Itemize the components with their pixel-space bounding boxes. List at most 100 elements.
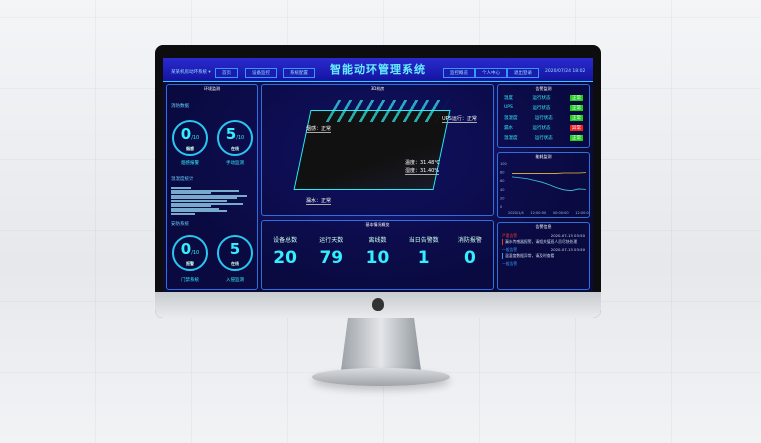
temp-bar	[171, 192, 211, 195]
monitor-base	[312, 368, 450, 386]
server-room-3d	[293, 110, 451, 190]
bar-list	[167, 187, 257, 216]
device-name: 温度	[504, 96, 513, 101]
series-line	[511, 176, 587, 192]
device-state: 运行状态	[532, 126, 551, 131]
temp-bar	[171, 212, 195, 215]
stat-item: 当日告警数 1	[401, 235, 447, 268]
center-3d-panel: 3D机房 烟感：正常 UPS运行：正常 温度：31.48℃ 湿度：31.40% …	[261, 84, 494, 216]
alert-type: 一般告警	[502, 261, 518, 266]
status-badge: 正常	[570, 95, 583, 101]
device-state: 运行状态	[534, 116, 553, 121]
device-state: 运行状态	[532, 96, 551, 101]
stat-label: 消防报警	[457, 237, 482, 244]
status-row: 温湿度 运行状态 正常	[498, 133, 589, 143]
device-name: UPS	[504, 105, 513, 110]
alert-type: 严重告警	[502, 233, 518, 238]
stat-value: 1	[417, 248, 430, 268]
temp-bar	[171, 189, 239, 192]
device-name: 温湿度	[504, 136, 518, 141]
y-tick-label: 40	[500, 188, 504, 192]
ring-online: 5/10 在线	[217, 120, 253, 156]
ring-label: 手动监测	[226, 161, 244, 166]
datetime: 2020/07/24 18:02	[545, 69, 586, 74]
chart-panel: 能耗监测 0 20 40 60 80 100 2020/1/4 12:00:00 00:00:0…	[497, 152, 591, 218]
monitor-stand	[340, 316, 422, 378]
stat-item: 消防报警 0	[447, 235, 493, 268]
alert-item[interactable]: 一般告警	[502, 261, 585, 267]
status-panel: 告警监测 温度 运行状态 正常 UPS 运行状态 正常 温湿度 运行状态 正常 漏水 运行状态 异常温…	[497, 84, 590, 148]
temp-bar	[171, 199, 227, 202]
temp-bar	[171, 207, 219, 210]
section-title: 安防系统	[171, 222, 189, 227]
ring-alarm: 0/10 报警	[172, 235, 208, 271]
device-name: 温湿度	[504, 116, 518, 121]
stat-item: 运行天数 79	[308, 235, 354, 268]
series-line	[512, 172, 587, 174]
stats-panel: 基本情况概览 设备总数 20 运行天数 79 离线数 10 当日告警数 1 消防报警 0	[261, 220, 494, 290]
alert-item[interactable]: 一般告警 2020-07-13 03:50 温湿度数据异常，请及时查看	[502, 247, 585, 259]
dashboard-screen: 某某机房动环系统 ▾ 首页 设备监控 系统配置 智能动环管理系统 监控概览 个人…	[163, 58, 593, 292]
temp-bar	[171, 202, 243, 205]
left-panel: 环境监测 消防数据 0/10 烟感 5/10 在线 烟感报警 手动监测 温湿度统计 …	[166, 84, 258, 290]
alert-time: 2020-07-13 03:50	[550, 233, 585, 238]
ring-label: 烟感报警	[181, 161, 199, 166]
nav-logout[interactable]: 退出登录	[507, 68, 539, 78]
panel-title: 告警监测	[535, 86, 552, 91]
ring-label-access-control: 门禁系统	[181, 278, 199, 283]
alerts-panel: 告警信息 严重告警 2020-07-13 03:50 漏水传感器报警，请相关值班人员…	[497, 222, 590, 290]
temp-bar	[171, 187, 191, 189]
stat-value: 0	[463, 248, 476, 268]
header-bar: 某某机房动环系统 ▾ 首页 设备监控 系统配置 智能动环管理系统 监控概览 个人…	[163, 58, 593, 82]
panel-title: 3D机房	[370, 86, 385, 91]
x-tick-label: 12:00:00	[530, 211, 546, 215]
stat-item: 离线数 10	[354, 235, 400, 268]
section-title: 温湿度统计	[171, 177, 194, 182]
tag-smoke: 烟感：正常	[306, 126, 332, 133]
alert-time: 2020-07-13 03:50	[550, 247, 585, 252]
device-state: 运行状态	[532, 106, 551, 111]
device-state: 运行状态	[534, 136, 553, 141]
nav-config[interactable]: 系统配置	[283, 68, 315, 78]
y-tick-label: 60	[500, 179, 504, 183]
stat-label: 当日告警数	[408, 237, 439, 244]
tag-humidity: 湿度：31.40%	[405, 168, 440, 175]
panel-title: 告警信息	[535, 224, 552, 229]
temp-bar	[171, 197, 237, 200]
stat-label: 运行天数	[319, 237, 344, 244]
x-tick-label: 12:00:00	[575, 211, 589, 215]
site-selector[interactable]: 某某机房动环系统 ▾	[171, 70, 211, 75]
alert-text: 温湿度数据异常，请及时查看	[502, 253, 585, 259]
status-row: UPS 运行状态 正常	[498, 103, 589, 113]
panel-title: 基本情况概览	[365, 222, 390, 227]
status-row: 漏水 运行状态 异常	[498, 123, 589, 133]
x-tick-label: 00:00:00	[553, 211, 569, 215]
tag-temp: 温度：31.48℃	[405, 160, 440, 166]
stat-label: 设备总数	[273, 237, 298, 244]
y-tick-label: 100	[500, 162, 507, 166]
nav-overview[interactable]: 监控概览	[443, 68, 475, 78]
stat-value: 20	[273, 248, 297, 268]
ring-online: 5 在线	[217, 235, 253, 271]
y-tick-label: 80	[500, 171, 504, 175]
ring-smoke: 0/10 烟感	[172, 120, 208, 156]
device-name: 漏水	[504, 126, 513, 131]
stat-label: 离线数	[368, 237, 387, 244]
y-tick-label: 0	[500, 205, 502, 209]
section-title: 消防数据	[171, 104, 189, 109]
status-badge: 异常	[570, 125, 583, 131]
temp-bar	[171, 194, 247, 197]
panel-title: 环境监测	[204, 86, 220, 91]
chart-title: 能耗监测	[535, 154, 552, 159]
tag-ups: UPS运行：正常	[442, 116, 477, 123]
nav-profile[interactable]: 个人中心	[475, 68, 507, 78]
energy-line-chart: 0 20 40 60 80 100 2020/1/4 12:00:00 00:00:00 12:0…	[500, 162, 591, 215]
rack-tray	[325, 100, 449, 122]
stat-item: 设备总数 20	[262, 235, 308, 268]
status-row: 温湿度 运行状态 正常	[498, 113, 589, 123]
nav-home[interactable]: 首页	[215, 68, 238, 78]
alert-item[interactable]: 严重告警 2020-07-13 03:50 漏水传感器报警，请相关值班人员尽快处理	[502, 233, 585, 245]
nav-device[interactable]: 设备监控	[245, 68, 277, 78]
status-badge: 正常	[570, 115, 583, 121]
alert-type: 一般告警	[502, 247, 518, 252]
